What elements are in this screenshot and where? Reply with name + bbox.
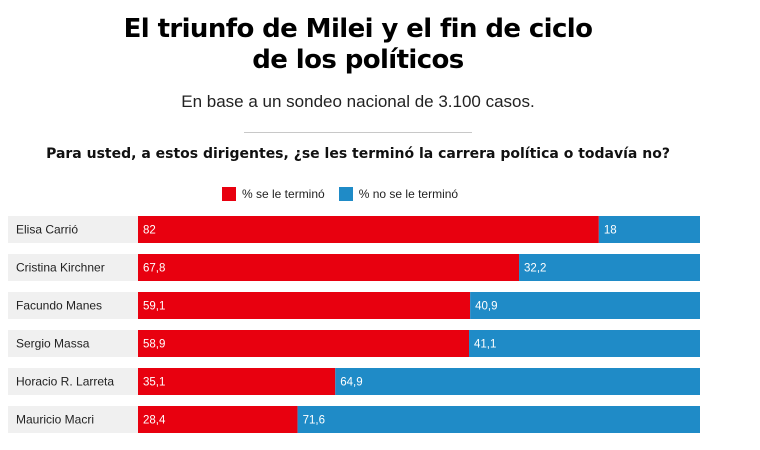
value-label-not-ended: 71,6 bbox=[303, 415, 325, 427]
value-label-ended: 28,4 bbox=[143, 415, 166, 427]
chart-title: El triunfo de Milei y el fin de ciclo de… bbox=[0, 14, 716, 76]
value-label-not-ended: 18 bbox=[604, 225, 617, 237]
value-label-not-ended: 32,2 bbox=[524, 263, 546, 275]
category-label: Facundo Manes bbox=[16, 299, 102, 313]
bar-segment-ended bbox=[138, 254, 520, 281]
value-label-ended: 58,9 bbox=[143, 339, 165, 351]
value-label-not-ended: 41,1 bbox=[474, 339, 496, 351]
survey-question: Para usted, a estos dirigentes, ¿se les … bbox=[46, 146, 670, 162]
row-band bbox=[8, 330, 138, 357]
value-label-ended: 82 bbox=[143, 225, 156, 237]
category-label: Cristina Kirchner bbox=[16, 261, 105, 275]
bar-segment-ended bbox=[138, 406, 298, 433]
row-band bbox=[8, 254, 138, 281]
category-label: Elisa Carrió bbox=[16, 223, 78, 237]
bar-segment-not-ended bbox=[335, 368, 700, 395]
category-label: Mauricio Macri bbox=[16, 413, 94, 427]
title-divider bbox=[244, 132, 472, 133]
value-label-not-ended: 64,9 bbox=[340, 377, 362, 389]
bar-segment-not-ended bbox=[470, 292, 700, 319]
legend-swatch-ended bbox=[222, 187, 236, 201]
bar-segment-not-ended bbox=[469, 330, 700, 357]
legend-label-ended: % se le terminó bbox=[242, 187, 325, 201]
row-band bbox=[8, 292, 138, 319]
bar-segment-ended bbox=[138, 292, 471, 319]
bar-segment-ended bbox=[138, 216, 599, 243]
chart-title-line-1: El triunfo de Milei y el fin de ciclo bbox=[123, 14, 593, 44]
bar-segment-not-ended bbox=[297, 406, 700, 433]
bar-segment-not-ended bbox=[598, 216, 700, 243]
legend-label-not-ended: % no se le terminó bbox=[358, 187, 459, 201]
bar-segment-ended bbox=[138, 368, 336, 395]
legend-swatch-not-ended bbox=[338, 187, 353, 201]
chart-legend: % se le terminó % no se le terminó bbox=[222, 187, 472, 201]
row-band bbox=[8, 216, 138, 243]
bar-segment-not-ended bbox=[519, 254, 700, 281]
value-label-not-ended: 40,9 bbox=[475, 301, 497, 313]
value-label-ended: 67,8 bbox=[143, 263, 165, 275]
bar-segment-ended bbox=[138, 330, 470, 357]
value-label-ended: 59,1 bbox=[143, 301, 165, 313]
legend-item-ended: % se le terminó bbox=[222, 187, 325, 201]
category-label: Horacio R. Larreta bbox=[16, 375, 114, 389]
row-band bbox=[8, 406, 138, 433]
legend-item-not-ended: % no se le terminó bbox=[338, 187, 459, 201]
chart-subtitle: En base a un sondeo nacional de 3.100 ca… bbox=[181, 92, 535, 111]
row-band bbox=[8, 368, 138, 395]
chart-title-line-2: de los políticos bbox=[252, 45, 464, 75]
value-label-ended: 35,1 bbox=[143, 377, 165, 389]
category-label: Sergio Massa bbox=[16, 337, 90, 351]
